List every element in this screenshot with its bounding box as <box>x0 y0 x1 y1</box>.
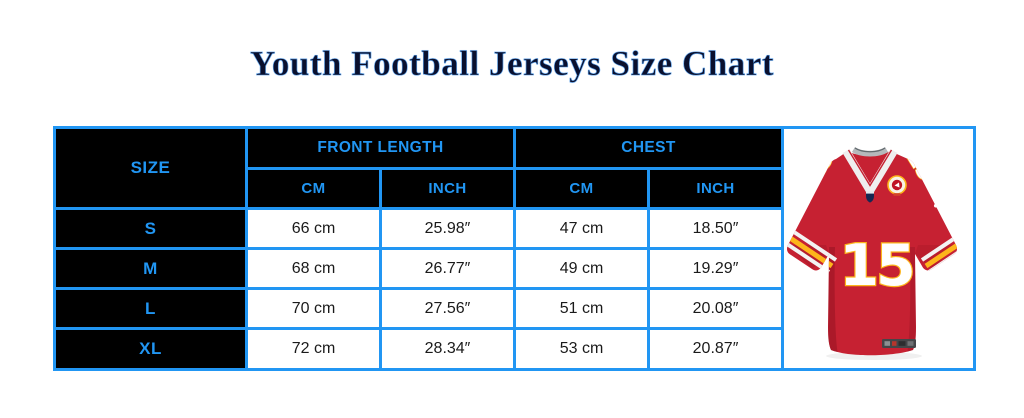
size-cell: S <box>53 207 248 250</box>
page-title: Youth Football Jerseys Size Chart <box>250 44 774 84</box>
front-length-inch-cell: 28.34″ <box>379 327 516 371</box>
col-header-front-length: FRONT LENGTH <box>245 126 516 170</box>
subheader-front-cm: CM <box>245 167 382 210</box>
jersey-cell: 15 15 <box>781 126 977 371</box>
chest-cm-cell: 49 cm <box>513 247 650 290</box>
size-chart-table: SIZE FRONT LENGTH CHEST <box>53 126 977 371</box>
chest-inch-cell: 20.08″ <box>646 287 785 330</box>
subheader-chest-cm: CM <box>513 167 650 210</box>
table-row-s: S 66 cm 25.98″ 47 cm 18.50″ <box>53 207 975 250</box>
jersey-body <box>786 150 957 355</box>
vneck-pinstripe <box>847 149 892 187</box>
front-length-cm-cell: 66 cm <box>245 207 382 250</box>
front-length-inch-cell: 26.77″ <box>379 247 516 290</box>
front-length-inch-cell: 27.56″ <box>379 287 516 330</box>
header-row-units: CM INCH CM INCH <box>55 167 975 210</box>
header-row-groups: SIZE FRONT LENGTH CHEST <box>53 126 977 371</box>
table-row-l: L 70 cm 27.56″ 51 cm 20.08″ <box>53 287 975 330</box>
subheader-front-inch: INCH <box>379 167 516 210</box>
chest-cm-cell: 47 cm <box>513 207 650 250</box>
col-header-size: SIZE <box>53 126 248 210</box>
chest-cm-cell: 51 cm <box>513 287 650 330</box>
nike-swoosh-icon <box>933 194 949 208</box>
subheader-chest-inch: INCH <box>646 167 785 210</box>
front-length-cm-cell: 72 cm <box>245 327 382 371</box>
shade-left <box>827 246 838 354</box>
jersey-chest-number: 15 <box>839 233 912 299</box>
chest-inch-cell: 19.29″ <box>646 247 785 290</box>
chest-inch-cell: 18.50″ <box>646 207 785 250</box>
chest-cm-cell: 53 cm <box>513 327 650 371</box>
jock-tag <box>881 338 916 348</box>
collar-seam <box>854 146 885 152</box>
size-cell: M <box>53 247 248 290</box>
chiefs-patch-icon <box>886 174 907 196</box>
nfl-shield-icon <box>865 190 874 203</box>
size-cell: L <box>53 287 248 330</box>
col-header-chest: CHEST <box>512 126 785 170</box>
front-length-cm-cell: 68 cm <box>245 247 382 290</box>
front-length-inch-cell: 25.98″ <box>379 207 516 250</box>
front-length-cm-cell: 70 cm <box>245 287 382 330</box>
size-cell: XL <box>53 327 248 371</box>
shade-right <box>906 246 916 354</box>
table-row-xl: XL 72 cm 28.34″ 53 cm 20.87″ <box>53 327 975 371</box>
jersey-image: 15 15 <box>786 146 957 360</box>
chest-inch-cell: 20.87″ <box>646 327 785 371</box>
table-row-m: M 68 cm 26.77″ 49 cm 19.29″ <box>53 247 975 290</box>
